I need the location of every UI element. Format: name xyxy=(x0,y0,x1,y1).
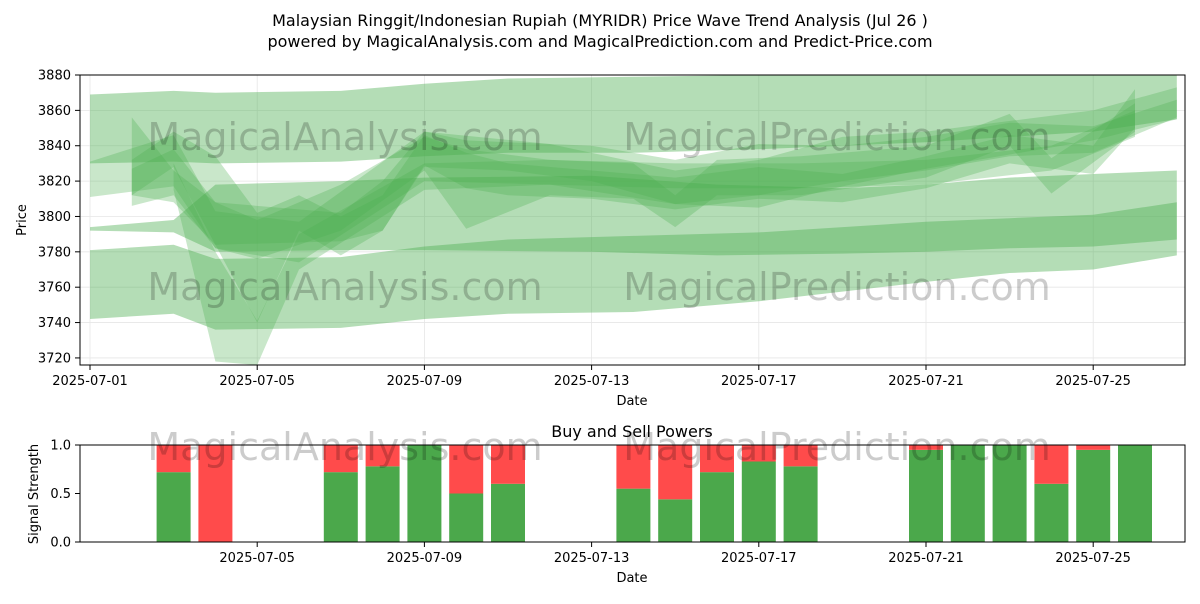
sell-bar xyxy=(658,445,693,500)
buy-bar xyxy=(491,483,525,542)
watermark-text: MagicalPrediction.com xyxy=(623,425,1051,469)
sell-bar xyxy=(198,445,233,542)
buy-bar xyxy=(407,445,442,542)
price-y-axis-label: Price xyxy=(15,204,30,236)
price-x-tick-label: 2025-07-01 xyxy=(52,374,128,389)
buy-bar xyxy=(992,445,1027,542)
sell-bar xyxy=(1034,445,1069,484)
price-y-tick-label: 3820 xyxy=(38,175,71,190)
price-x-tick-label: 2025-07-17 xyxy=(721,374,797,389)
buy-bar xyxy=(616,488,651,542)
signal-x-axis-label: Date xyxy=(616,571,647,586)
signal-x-tick-label: 2025-07-21 xyxy=(888,551,964,566)
price-y-tick-label: 3880 xyxy=(38,69,71,84)
price-y-tick-label: 3740 xyxy=(38,316,71,331)
chart-title: Malaysian Ringgit/Indonesian Rupiah (MYR… xyxy=(272,11,928,30)
buy-bar xyxy=(741,461,776,542)
buy-bar xyxy=(700,472,734,542)
price-axes: 3720 3740 3760 3780 3800 3820 3840 3860 3880 2025… xyxy=(38,69,1131,390)
sell-bar xyxy=(365,445,400,467)
price-wave-bands xyxy=(90,75,1177,366)
sell-bar xyxy=(616,445,651,489)
signal-x-tick-label: 2025-07-25 xyxy=(1055,551,1131,566)
watermark-text: MagicalAnalysis.com xyxy=(147,265,542,309)
price-y-tick-label: 3780 xyxy=(38,245,71,260)
signal-chart-title: Buy and Sell Powers xyxy=(551,422,713,441)
buy-bar xyxy=(783,466,818,542)
signal-x-tick-label: 2025-07-05 xyxy=(219,551,295,566)
signal-y-tick-label: 0.5 xyxy=(50,487,71,502)
price-wave-band xyxy=(131,103,1136,259)
buy-bar xyxy=(909,449,943,542)
sell-bar xyxy=(323,445,358,473)
watermark-text: MagicalAnalysis.com xyxy=(147,115,542,159)
chart-subtitle: powered by MagicalAnalysis.com and Magic… xyxy=(267,32,932,51)
buy-bar xyxy=(365,466,400,542)
price-y-tick-label: 3720 xyxy=(38,351,71,366)
signal-y-axis-label: Signal Strength xyxy=(27,444,42,544)
price-wave-band xyxy=(90,202,1177,330)
price-x-tick-label: 2025-07-25 xyxy=(1055,374,1131,389)
price-x-tick-label: 2025-07-13 xyxy=(554,374,630,389)
sell-bar xyxy=(783,445,818,467)
watermark-text: MagicalAnalysis.com xyxy=(147,425,542,469)
price-x-tick-label: 2025-07-21 xyxy=(888,374,964,389)
price-wave-band xyxy=(90,170,1177,256)
watermark-text: MagicalPrediction.com xyxy=(623,265,1051,309)
signal-x-tick-label: 2025-07-09 xyxy=(387,551,463,566)
price-wave-band xyxy=(131,99,1177,245)
price-watermarks: MagicalAnalysis.com MagicalPrediction.com… xyxy=(147,115,1050,309)
signal-bars xyxy=(156,445,1152,542)
price-x-tick-label: 2025-07-05 xyxy=(219,374,295,389)
signal-watermarks: MagicalAnalysis.com MagicalPrediction.com xyxy=(147,425,1050,469)
buy-bar xyxy=(1118,445,1152,542)
price-x-tick-label: 2025-07-09 xyxy=(387,374,463,389)
sell-bar xyxy=(491,445,525,484)
price-plot-frame xyxy=(79,74,1186,366)
price-y-tick-label: 3840 xyxy=(38,139,71,154)
buy-bar xyxy=(156,472,191,542)
buy-bar xyxy=(1076,449,1111,542)
price-y-tick-label: 3760 xyxy=(38,281,71,296)
signal-x-tick-label: 2025-07-13 xyxy=(554,551,630,566)
sell-bar xyxy=(449,445,484,494)
sell-bar xyxy=(741,445,776,462)
buy-bar xyxy=(658,499,693,542)
sell-bar xyxy=(156,445,191,473)
sell-bar xyxy=(700,445,734,473)
buy-bar xyxy=(449,493,484,542)
sell-bar xyxy=(909,445,943,450)
buy-bar xyxy=(950,445,985,542)
price-y-tick-label: 3800 xyxy=(38,210,71,225)
price-y-tick-label: 3860 xyxy=(38,104,71,119)
buy-bar xyxy=(1034,483,1069,542)
sell-bar xyxy=(1076,445,1111,450)
price-grid xyxy=(80,74,1185,365)
watermark-text: MagicalPrediction.com xyxy=(623,115,1051,159)
signal-axes: 0.0 0.5 1.0 2025-07-05 2025-07-09 2025-07-13 2… xyxy=(50,439,1131,567)
signal-y-tick-label: 1.0 xyxy=(50,439,71,454)
signal-y-tick-label: 0.0 xyxy=(50,536,71,551)
price-wave-band xyxy=(90,87,1177,263)
buy-bar xyxy=(323,472,358,542)
price-wave-band xyxy=(90,75,1177,164)
price-x-axis-label: Date xyxy=(616,394,647,409)
price-wave-band xyxy=(173,110,1136,366)
signal-x-tick-label: 2025-07-17 xyxy=(721,551,797,566)
